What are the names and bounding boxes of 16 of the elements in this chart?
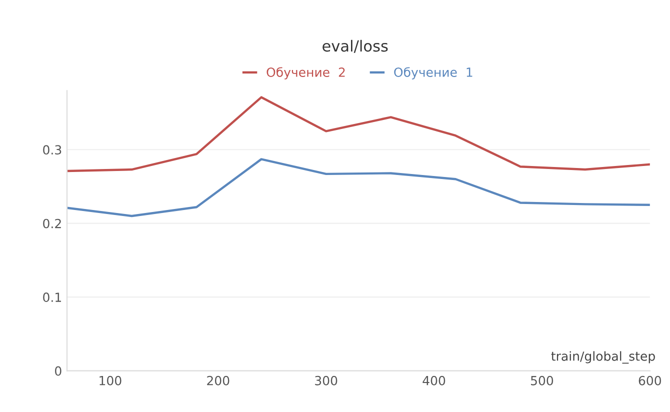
legend-label: Обучение 2 — [266, 67, 345, 80]
line-series — [67, 158, 650, 218]
chart-title: eval/loss — [322, 40, 388, 53]
x-tick-label: 300 — [315, 376, 338, 386]
x-tick-label: 400 — [422, 376, 446, 386]
y-tick-label: 0.2 — [43, 218, 61, 228]
y-tick-label: 0 — [55, 366, 62, 376]
x-tick-label: 200 — [207, 376, 230, 386]
x-tick-label: 500 — [530, 376, 554, 386]
legend-label: Обучение 1 — [394, 67, 472, 80]
x-tick-label: 100 — [100, 376, 122, 386]
y-tick-label: 0.3 — [43, 145, 62, 155]
x-axis-title: train/global_step — [551, 351, 655, 364]
y-tick-label: 0.1 — [43, 292, 61, 302]
x-tick-label: 600 — [638, 376, 661, 386]
line-series — [67, 96, 650, 172]
